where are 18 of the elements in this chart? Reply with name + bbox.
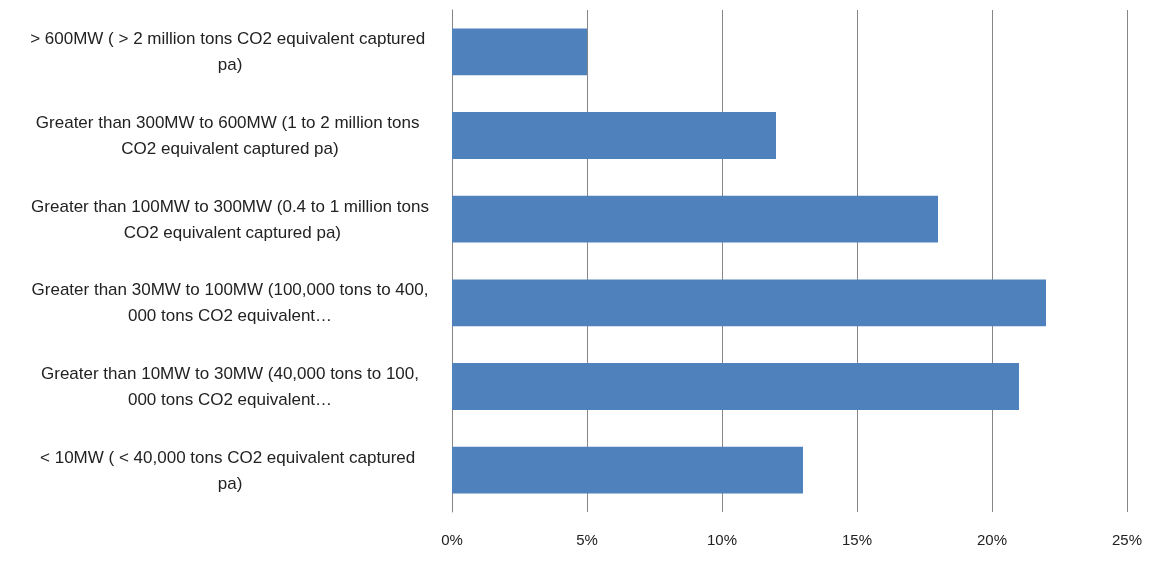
bar bbox=[452, 195, 938, 243]
bar bbox=[452, 446, 803, 494]
y-tick-label: Greater than 10MW to 30MW (40,000 tons to 100,000 tons CO2 equivalent… bbox=[41, 364, 419, 409]
x-tick-label: 20% bbox=[976, 531, 1008, 548]
y-tick-label: > 600MW ( > 2 million tons CO2 equivalent captured pa) bbox=[30, 29, 430, 75]
bar bbox=[452, 28, 587, 76]
bar bbox=[452, 363, 1019, 410]
x-tick-label: 25% bbox=[1111, 531, 1143, 548]
x-tick-label: 10% bbox=[706, 531, 738, 548]
x-tick-label: 0% bbox=[441, 531, 463, 548]
x-tick-label: 5% bbox=[576, 531, 598, 548]
x-tick-label: 15% bbox=[841, 531, 873, 548]
bar bbox=[452, 112, 776, 159]
bar bbox=[452, 279, 1046, 327]
y-tick-label: Greater than 300MW to 600MW (1 to 2 million tons CO2 equivalent captured pa) bbox=[35, 113, 425, 158]
y-tick-label: Greater than 100MW to 300MW (0.4 to 1 million tons CO2 equivalent captured pa) bbox=[31, 196, 429, 242]
y-tick-label: < 10MW ( < 40,000 tons CO2 equivalent captured pa) bbox=[40, 447, 420, 493]
y-tick-label: Greater than 30MW to 100MW (100,000 tons to 400,000 tons CO2 equivalent… bbox=[31, 280, 429, 326]
